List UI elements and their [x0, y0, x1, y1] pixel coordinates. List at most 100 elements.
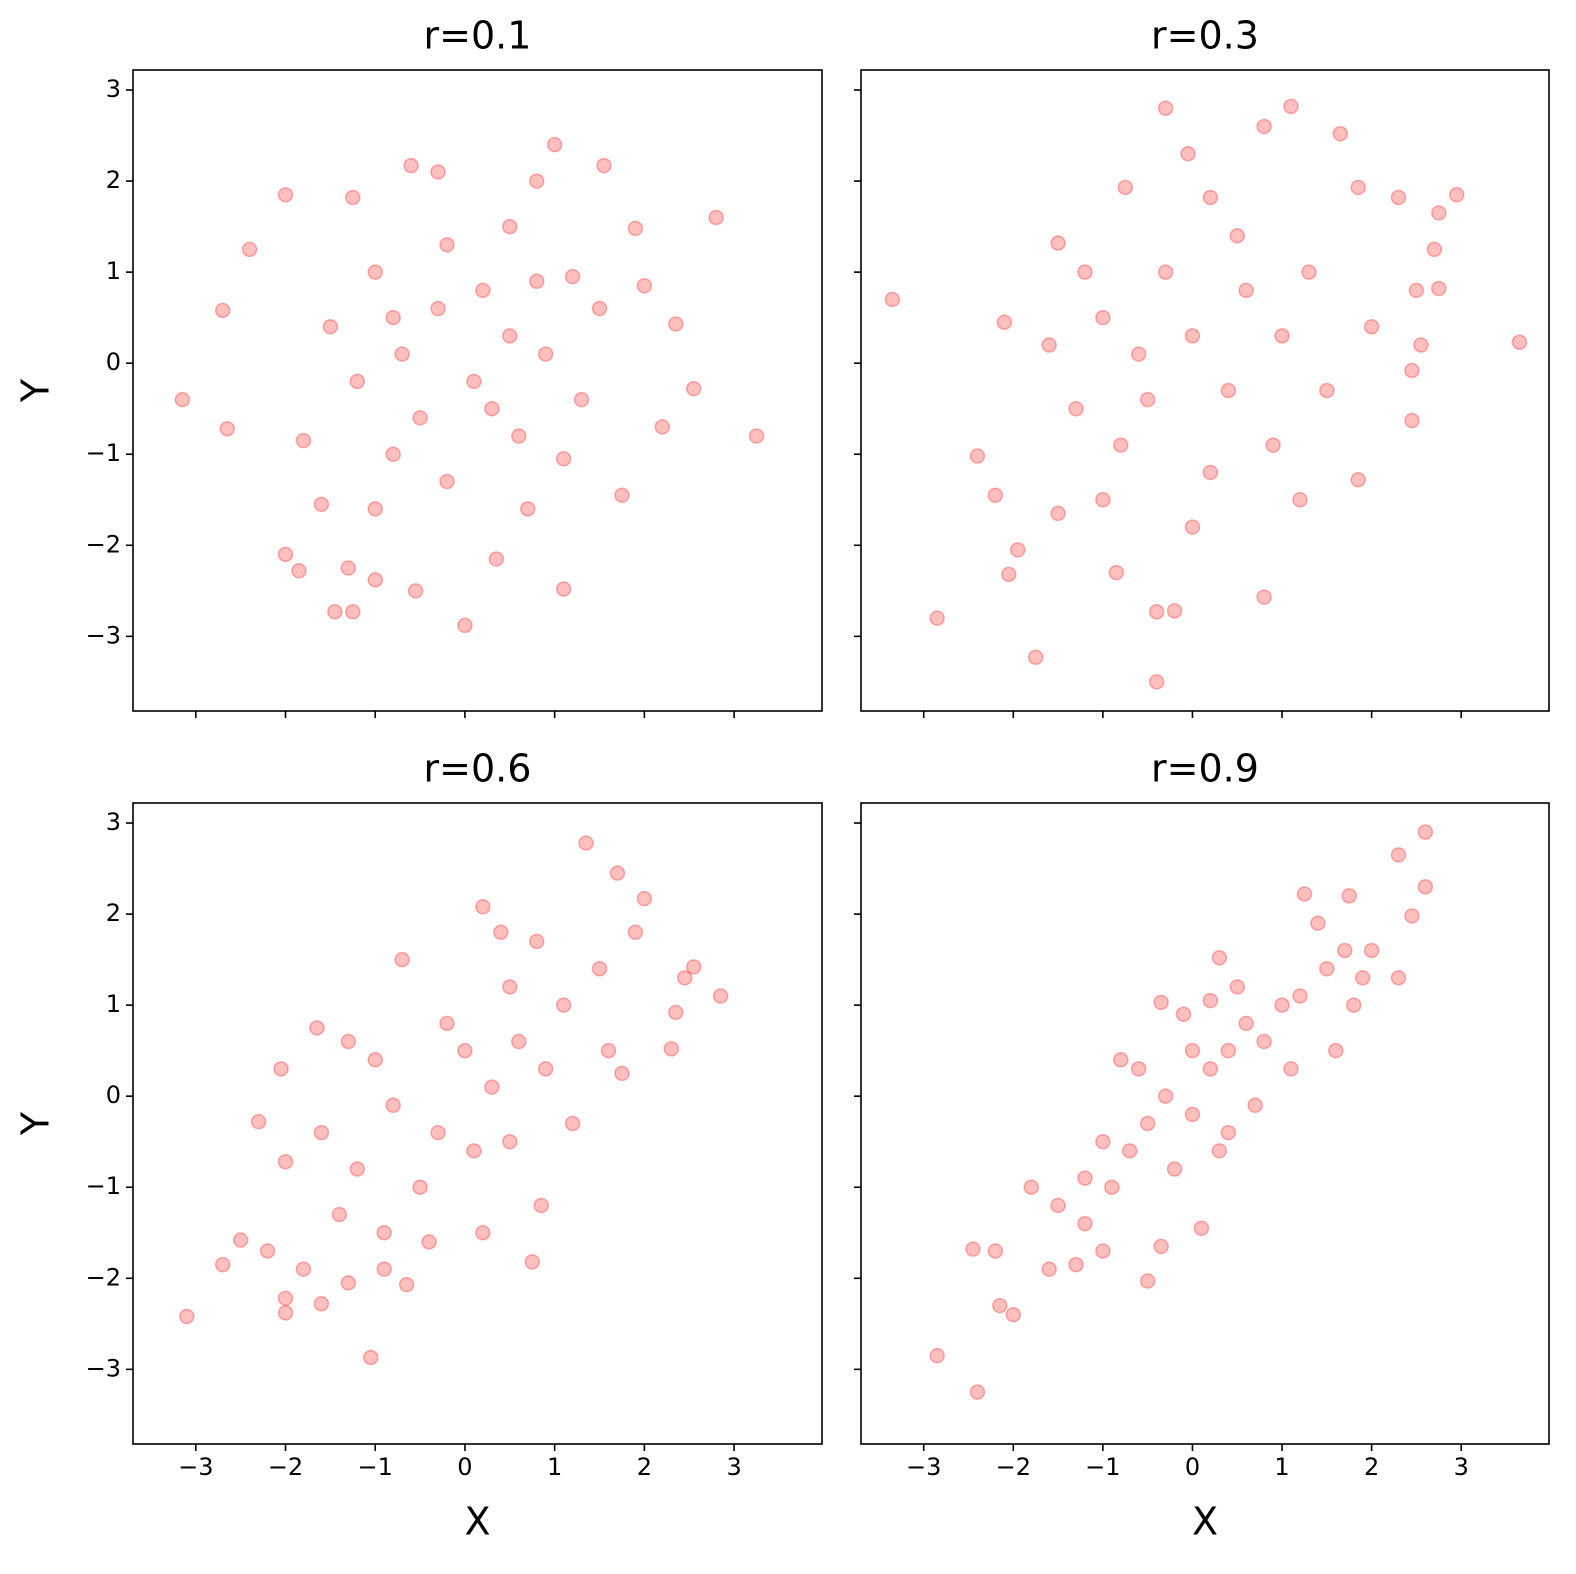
- point: [430, 1124, 446, 1141]
- point: [1448, 186, 1465, 203]
- x-axis-label: X: [1192, 1500, 1218, 1544]
- point: [1077, 1170, 1093, 1186]
- point: [1337, 942, 1353, 959]
- point: [524, 1254, 540, 1270]
- point: [1404, 362, 1420, 379]
- point: [277, 1305, 294, 1321]
- point: [528, 933, 545, 950]
- y-tick-label: −1: [86, 1172, 121, 1200]
- point: [430, 164, 446, 180]
- point: [1068, 1256, 1084, 1273]
- point: [1256, 118, 1272, 135]
- point: [1345, 997, 1362, 1013]
- point: [1310, 915, 1326, 931]
- point: [1274, 328, 1290, 344]
- point: [1292, 492, 1308, 508]
- point: [1139, 391, 1156, 408]
- point: [362, 1349, 379, 1366]
- point: [1202, 464, 1219, 481]
- point: [1256, 1033, 1272, 1050]
- point: [493, 924, 509, 941]
- point: [277, 1153, 294, 1170]
- point: [1157, 1088, 1174, 1104]
- point: [1175, 1006, 1192, 1022]
- point: [475, 1225, 491, 1241]
- point: [1202, 1061, 1219, 1077]
- point: [394, 951, 410, 968]
- point: [367, 501, 383, 517]
- y-tick-label: 2: [106, 166, 121, 194]
- point: [546, 136, 563, 153]
- point: [1113, 1052, 1129, 1068]
- point: [884, 291, 901, 308]
- point: [555, 581, 572, 597]
- point: [349, 1161, 366, 1177]
- x-tick-label: 3: [726, 1453, 741, 1481]
- point: [1041, 337, 1057, 353]
- point: [1390, 847, 1407, 863]
- point: [564, 268, 581, 285]
- point: [1229, 227, 1245, 244]
- axes-frame: [860, 69, 1550, 712]
- point: [1130, 1061, 1147, 1077]
- point: [313, 1296, 330, 1312]
- axes-frame: [132, 802, 823, 1445]
- point: [259, 1243, 276, 1259]
- point: [1095, 1243, 1111, 1259]
- point: [1296, 886, 1313, 902]
- point: [1108, 564, 1125, 581]
- point: [1130, 346, 1147, 362]
- x-tick-label: −3: [906, 1453, 941, 1481]
- point: [1180, 146, 1196, 162]
- point: [969, 1384, 986, 1400]
- point: [295, 1261, 312, 1277]
- x-tick-label: 2: [1364, 1453, 1379, 1481]
- point: [537, 346, 554, 362]
- point: [537, 1061, 554, 1077]
- point: [277, 186, 294, 203]
- point: [1238, 282, 1254, 299]
- x-tick-label: −1: [358, 1453, 393, 1481]
- point: [1068, 400, 1084, 417]
- point: [403, 157, 419, 174]
- x-tick-label: 3: [1454, 1453, 1469, 1481]
- point: [965, 1241, 981, 1257]
- point: [712, 988, 729, 1004]
- point: [1301, 264, 1317, 280]
- x-tick-label: −1: [1085, 1453, 1120, 1481]
- point: [313, 1124, 330, 1141]
- point: [685, 959, 702, 975]
- point: [1274, 997, 1290, 1013]
- point: [1417, 824, 1434, 840]
- point: [1220, 1042, 1237, 1059]
- point: [1332, 125, 1349, 142]
- point: [1139, 1115, 1156, 1132]
- point: [1077, 264, 1093, 280]
- point: [1104, 1179, 1120, 1195]
- point: [331, 1206, 348, 1223]
- point: [1041, 1261, 1057, 1277]
- point: [430, 300, 446, 317]
- point: [412, 1179, 428, 1195]
- x-tick-label: 1: [547, 1453, 562, 1481]
- x-tick-label: 2: [637, 1453, 652, 1481]
- point: [394, 346, 410, 362]
- point: [439, 1015, 455, 1032]
- point: [1005, 1306, 1022, 1323]
- point: [250, 1113, 267, 1130]
- point: [457, 1042, 473, 1059]
- y-tick-label: 0: [106, 1081, 121, 1109]
- y-tick-label: −1: [86, 439, 121, 467]
- point: [1220, 382, 1237, 399]
- point: [663, 1041, 680, 1057]
- point: [1319, 382, 1335, 399]
- point: [591, 960, 608, 977]
- point: [636, 890, 653, 907]
- point: [439, 473, 455, 490]
- point: [511, 1033, 527, 1050]
- point: [385, 1097, 401, 1114]
- x-tick-label: −2: [996, 1453, 1031, 1481]
- point: [385, 309, 401, 326]
- point: [1265, 437, 1281, 453]
- point: [219, 420, 235, 437]
